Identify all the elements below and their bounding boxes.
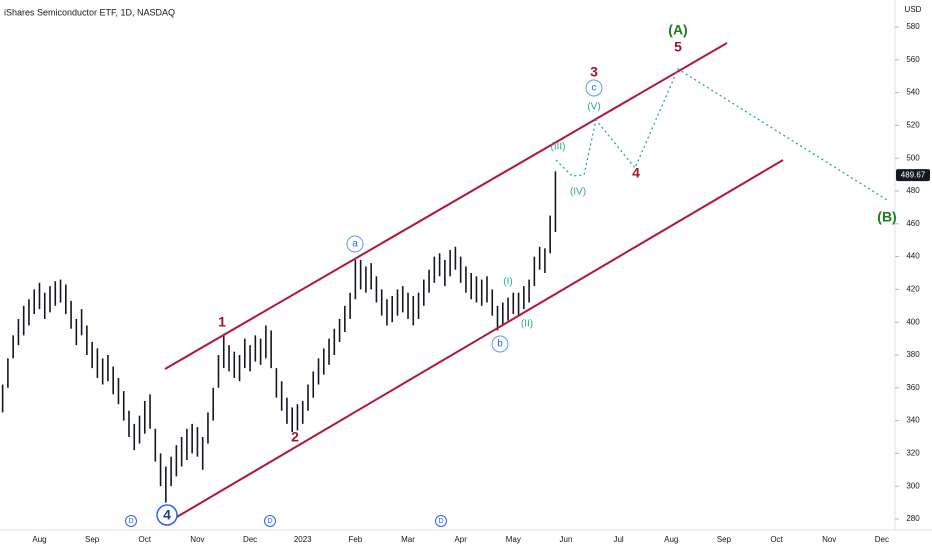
label-circle xyxy=(585,79,603,97)
label-circle xyxy=(156,504,178,526)
projection-path xyxy=(555,68,888,201)
dividend-marker: D xyxy=(128,518,133,525)
channel-upper xyxy=(164,42,728,370)
dividend-marker: D xyxy=(438,518,443,525)
wave-label: b xyxy=(497,339,503,350)
y-tick-label: 320 xyxy=(906,449,920,458)
y-tick-label: 540 xyxy=(906,88,920,97)
x-tick-label: Oct xyxy=(139,535,152,544)
wave-label: 4 xyxy=(163,507,171,523)
x-tick-label: 2023 xyxy=(294,535,312,544)
wave-label: (III) xyxy=(551,142,566,153)
x-tick-label: Nov xyxy=(822,535,836,544)
wave-label: (II) xyxy=(521,319,533,330)
price-bars xyxy=(1,171,557,503)
y-tick-label: 560 xyxy=(906,55,920,64)
x-tick-label: Mar xyxy=(401,535,415,544)
wave-label: 3 xyxy=(590,64,598,80)
wave-label: 1 xyxy=(218,314,226,330)
y-tick-label: 420 xyxy=(906,285,920,294)
x-tick-label: Sep xyxy=(85,535,100,544)
channel-lower xyxy=(169,159,784,522)
label-circle xyxy=(491,335,509,353)
y-tick-label: 520 xyxy=(906,121,920,130)
dividend-circle xyxy=(264,515,276,527)
wave-label: (A) xyxy=(668,22,687,38)
wave-label: a xyxy=(352,239,358,250)
last-price-box xyxy=(896,169,930,182)
dividend-circle xyxy=(125,515,137,527)
y-tick-label: 400 xyxy=(906,317,920,326)
y-tick-label: 440 xyxy=(906,252,920,261)
x-tick-label: Dec xyxy=(875,535,889,544)
currency: USD xyxy=(905,5,922,14)
last-price-label: 489.67 xyxy=(901,170,926,179)
dividend-circle xyxy=(435,515,447,527)
y-tick-label: 460 xyxy=(906,219,920,228)
wave-label: (I) xyxy=(503,277,512,288)
dividend-marker: D xyxy=(267,518,272,525)
wave-label: 2 xyxy=(291,429,299,445)
y-tick-label: 580 xyxy=(906,22,920,31)
wave-label: (IV) xyxy=(570,187,586,198)
x-tick-label: Feb xyxy=(348,535,362,544)
wave-label: c xyxy=(592,83,597,94)
y-tick-label: 380 xyxy=(906,350,920,359)
chart-title: iShares Semiconductor ETF, 1D, NASDAQ xyxy=(4,7,175,17)
x-tick-label: Nov xyxy=(190,535,204,544)
y-tick-label: 300 xyxy=(906,481,920,490)
wave-label: 4 xyxy=(632,165,640,181)
x-tick-label: Aug xyxy=(32,535,46,544)
y-tick-label: 500 xyxy=(906,153,920,162)
y-tick-label: 280 xyxy=(906,514,920,523)
x-tick-label: Jun xyxy=(560,535,573,544)
x-tick-label: Apr xyxy=(454,535,467,544)
x-tick-label: Dec xyxy=(243,535,257,544)
wave-label: (V) xyxy=(587,102,600,113)
x-tick-label: May xyxy=(506,535,521,544)
y-tick-label: 340 xyxy=(906,416,920,425)
x-tick-label: Sep xyxy=(717,535,732,544)
y-tick-label: 360 xyxy=(906,383,920,392)
wave-label: (B) xyxy=(877,209,896,225)
x-tick-label: Oct xyxy=(770,535,783,544)
x-tick-label: Aug xyxy=(664,535,678,544)
y-tick-label: 480 xyxy=(906,186,920,195)
wave-label: 5 xyxy=(674,39,682,55)
label-circle xyxy=(346,235,364,253)
x-tick-label: Jul xyxy=(613,535,623,544)
